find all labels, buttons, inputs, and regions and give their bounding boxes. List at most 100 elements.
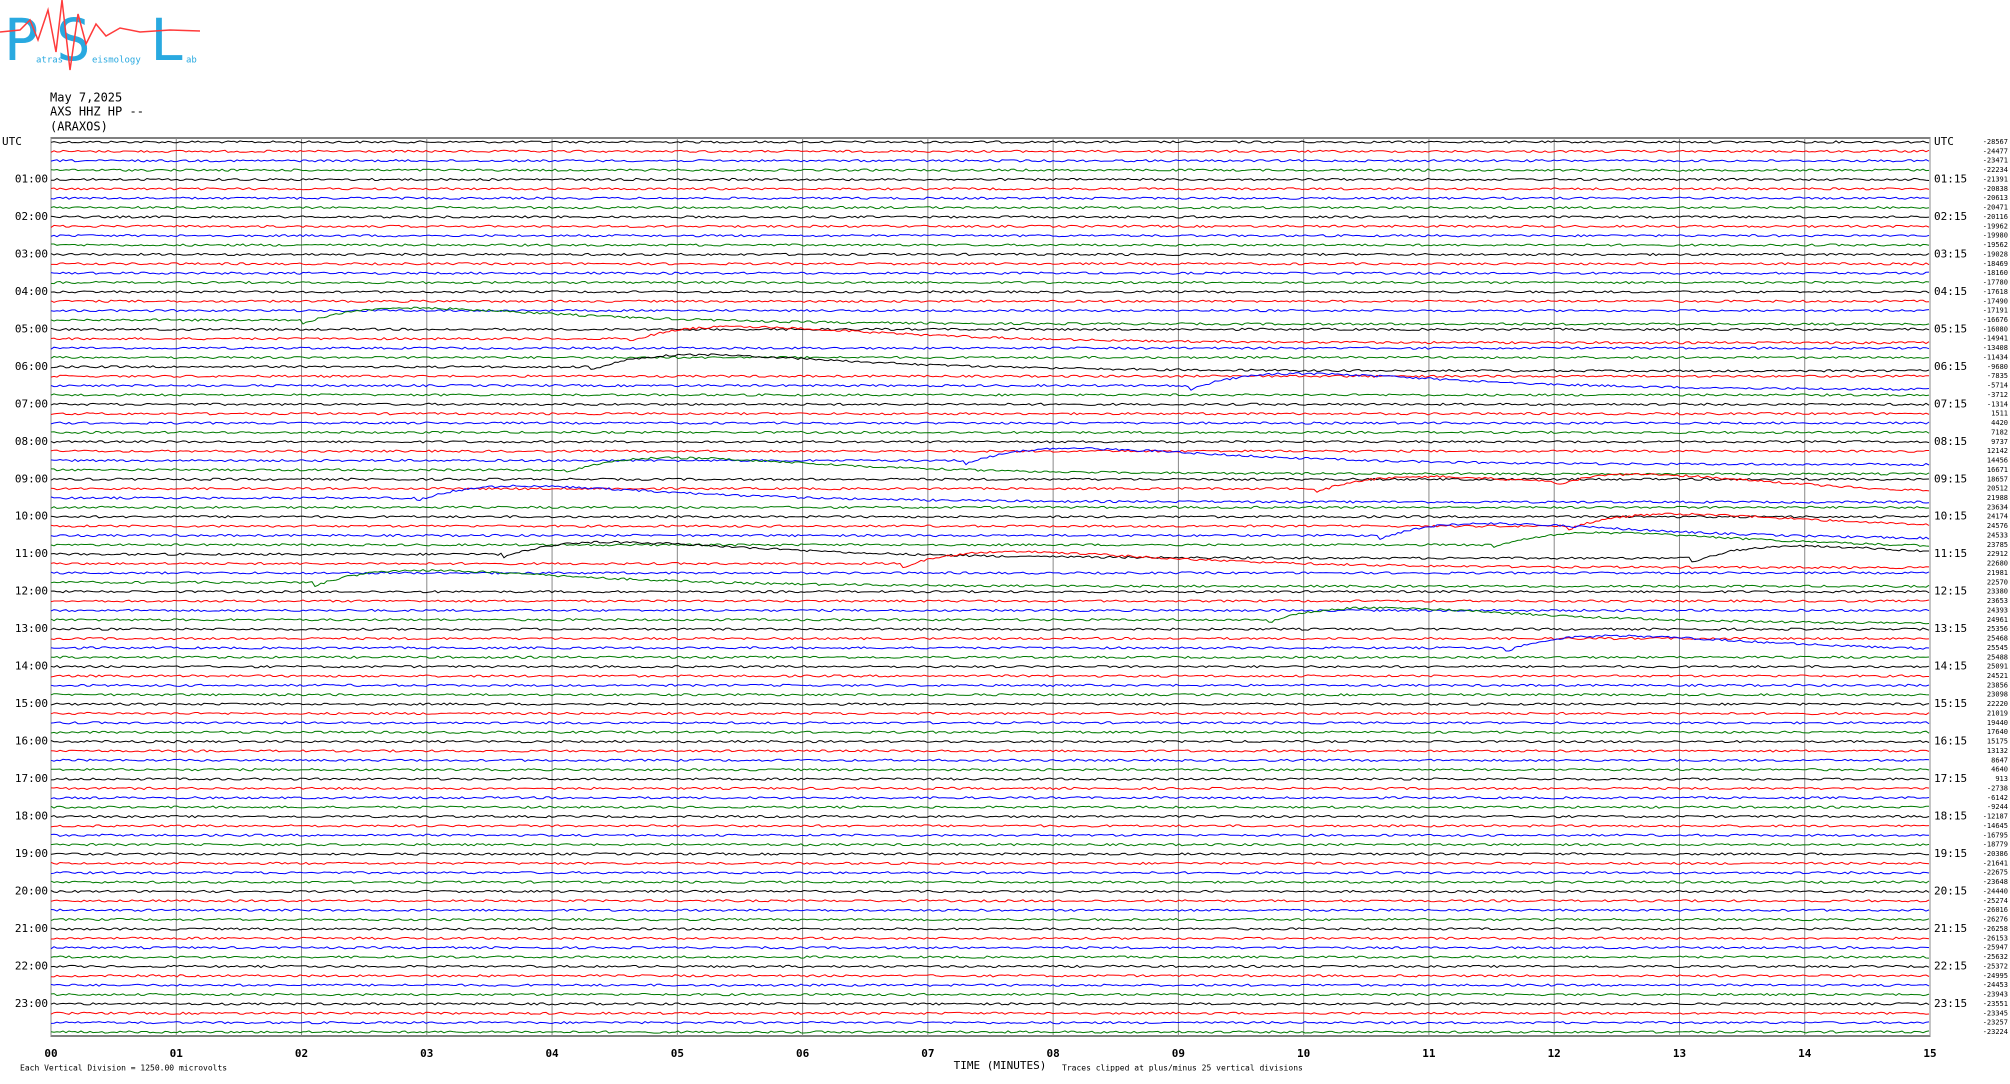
left-time-label: 17:00 xyxy=(15,772,48,785)
trace-offset: -20386 xyxy=(1983,850,2008,858)
trace-offset: 19440 xyxy=(1987,719,2008,727)
trace xyxy=(50,327,1930,332)
trace xyxy=(50,306,1930,326)
trace xyxy=(50,540,1929,563)
right-time-label: 17:15 xyxy=(1934,772,1967,785)
trace-offset: -13408 xyxy=(1983,344,2008,352)
trace-offset: 913 xyxy=(1995,775,2008,783)
trace-offset: 24521 xyxy=(1987,672,2008,680)
trace xyxy=(50,411,1930,416)
trace xyxy=(50,805,1930,809)
trace-offset: 17640 xyxy=(1987,728,2008,736)
trace xyxy=(50,917,1930,922)
scale-note: Each Vertical Division = 1250.00 microvo… xyxy=(20,1064,227,1073)
trace-offset: -9244 xyxy=(1987,803,2008,811)
trace-offset: -26153 xyxy=(1983,934,2008,942)
right-time-label: 01:15 xyxy=(1934,172,1967,185)
trace xyxy=(50,946,1930,950)
trace xyxy=(50,627,1930,631)
trace-offset: -23551 xyxy=(1983,1000,2008,1008)
trace xyxy=(50,522,1930,541)
trace xyxy=(50,372,1930,391)
trace-offset: -23257 xyxy=(1983,1019,2008,1027)
trace xyxy=(50,664,1930,669)
trace xyxy=(50,477,1930,481)
logo-letter: L xyxy=(150,6,185,74)
x-tick-label: 09 xyxy=(1172,1047,1185,1060)
right-time-label: 08:15 xyxy=(1934,435,1967,448)
trace-offset: 23785 xyxy=(1987,541,2008,549)
trace-offset: -16676 xyxy=(1983,316,2008,324)
trace-offset: -12187 xyxy=(1983,813,2008,821)
trace-offset: -24995 xyxy=(1983,972,2008,980)
trace-offset: 24576 xyxy=(1987,522,2008,530)
trace xyxy=(50,346,1930,350)
trace xyxy=(50,472,1930,493)
station: AXS HHZ HP -- xyxy=(50,105,144,119)
trace xyxy=(50,280,1930,285)
trace-offset: 13132 xyxy=(1987,747,2008,755)
trace xyxy=(50,730,1930,734)
date: May 7,2025 xyxy=(50,91,122,105)
trace-offset: 15175 xyxy=(1987,738,2008,746)
trace-offset: -24440 xyxy=(1983,887,2008,895)
trace-offset: 16671 xyxy=(1987,466,2008,474)
trace xyxy=(50,674,1929,678)
trace xyxy=(50,224,1930,228)
x-tick-label: 01 xyxy=(170,1047,184,1060)
left-time-label: 11:00 xyxy=(15,547,48,560)
trace xyxy=(50,196,1930,200)
x-tick-label: 05 xyxy=(671,1047,684,1060)
trace xyxy=(50,786,1930,791)
right-time-label: 11:15 xyxy=(1934,547,1967,560)
trace xyxy=(50,531,1930,549)
x-tick-label: 03 xyxy=(420,1047,433,1060)
trace xyxy=(50,205,1930,210)
trace xyxy=(50,568,1930,588)
right-time-label: 07:15 xyxy=(1934,397,1967,410)
trace xyxy=(51,936,1930,941)
trace xyxy=(50,842,1930,847)
trace-offset: -20613 xyxy=(1983,194,2008,202)
trace-offset: -14645 xyxy=(1983,822,2008,830)
trace-offset: -21391 xyxy=(1983,175,2008,183)
logo-word: atras xyxy=(36,56,63,66)
clip-note: Traces clipped at plus/minus 25 vertical… xyxy=(1062,1064,1303,1073)
trace xyxy=(50,299,1930,303)
trace-offset: -17490 xyxy=(1983,297,2008,305)
trace-offset: -23471 xyxy=(1983,157,2008,165)
trace-offset: -25632 xyxy=(1983,953,2008,961)
trace-offset: 21981 xyxy=(1987,569,2008,577)
trace-offset: -19028 xyxy=(1983,250,2008,258)
trace-offset: -1314 xyxy=(1987,400,2008,408)
trace-offset: -18779 xyxy=(1983,841,2008,849)
trace-offset: 25468 xyxy=(1987,635,2008,643)
trace xyxy=(50,589,1930,594)
trace-offset: 4420 xyxy=(1991,419,2008,427)
trace-offset: -25947 xyxy=(1983,944,2008,952)
left-time-label: 20:00 xyxy=(15,884,48,897)
trace xyxy=(51,177,1930,182)
trace-offset: 25091 xyxy=(1987,663,2008,671)
x-tick-label: 04 xyxy=(545,1047,559,1060)
trace-offset: 22220 xyxy=(1987,700,2008,708)
trace xyxy=(50,447,1930,467)
logo-word: ab xyxy=(186,56,197,66)
trace-offset: 23856 xyxy=(1987,681,2008,689)
trace-offset: -25274 xyxy=(1983,897,2008,905)
trace-offset: -5714 xyxy=(1987,382,2008,390)
left-time-label: 05:00 xyxy=(15,322,48,335)
trace xyxy=(50,159,1930,163)
trace-offset: 25488 xyxy=(1987,653,2008,661)
right-time-label: 02:15 xyxy=(1934,210,1967,223)
x-tick-label: 14 xyxy=(1798,1047,1812,1060)
trace xyxy=(50,421,1930,425)
trace-offset: -16080 xyxy=(1983,325,2008,333)
trace xyxy=(50,505,1930,510)
right-time-label: 14:15 xyxy=(1934,660,1967,673)
left-time-label: 18:00 xyxy=(15,810,48,823)
trace xyxy=(50,550,1930,570)
trace xyxy=(50,683,1930,688)
trace xyxy=(50,992,1930,997)
